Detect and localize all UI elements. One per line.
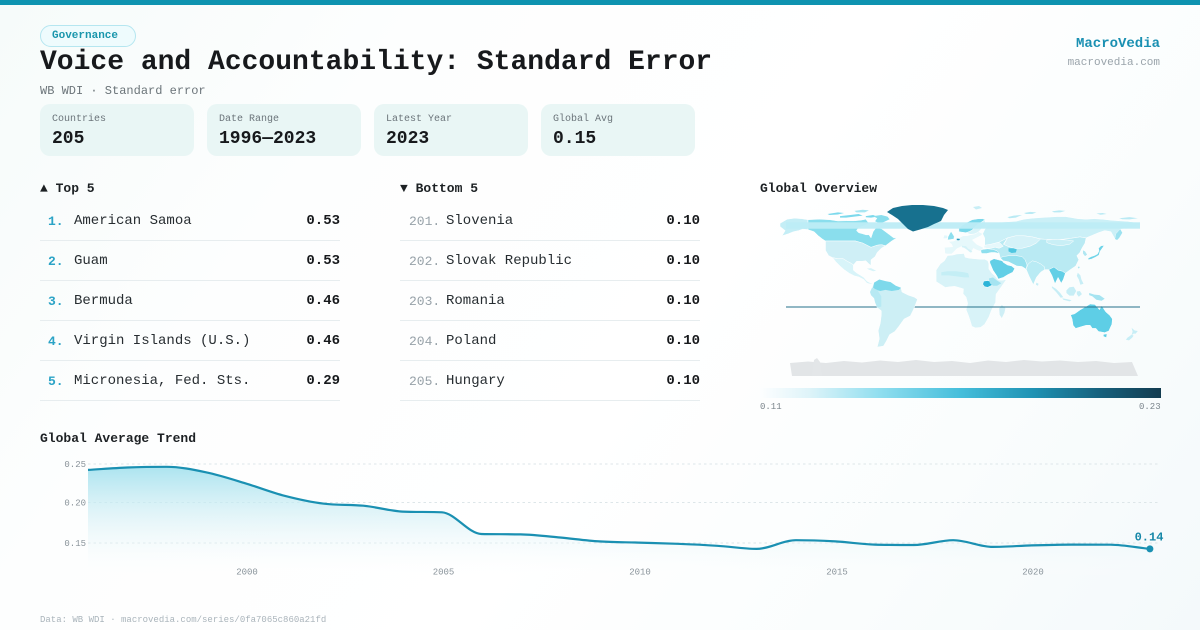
svg-text:2020: 2020 [1022,568,1044,578]
svg-text:0.20: 0.20 [64,499,86,509]
svg-text:2005: 2005 [433,568,455,578]
svg-text:0.25: 0.25 [64,460,86,470]
svg-text:2010: 2010 [629,568,651,578]
svg-text:2000: 2000 [236,568,258,578]
svg-text:0.14: 0.14 [1135,531,1164,545]
svg-text:0.15: 0.15 [64,539,86,549]
svg-text:2015: 2015 [826,568,848,578]
